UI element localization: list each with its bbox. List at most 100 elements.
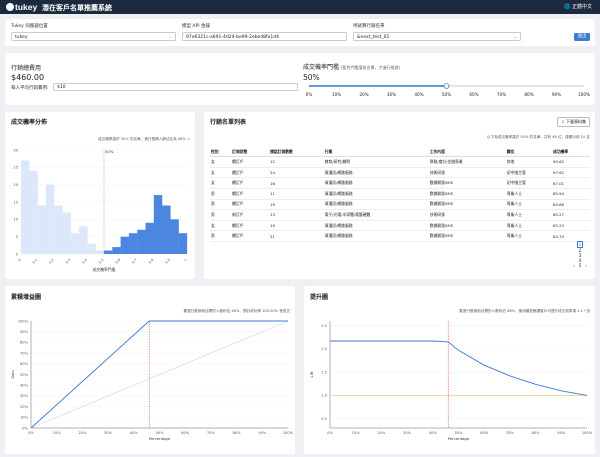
table-cell: 專業人士 [505, 199, 553, 211]
per-person-input[interactable]: $10 [53, 83, 298, 91]
dist-xtick: 1 [183, 258, 187, 262]
lift-card: 提升圖 要進行推銷前目標的人數約佔 46%，使用模型篩選客戶可提升成交效率達 2… [304, 286, 595, 454]
page-prev[interactable]: ‹ [573, 263, 575, 268]
page-next[interactable]: › [585, 263, 587, 268]
dist-bar [145, 222, 154, 254]
dist-bar [137, 229, 146, 254]
dist-bar [128, 233, 138, 254]
gain-xtick: 60% [181, 431, 190, 435]
column-header: 訂閱狀態 [231, 147, 270, 158]
lift-xtick: 40% [429, 431, 438, 435]
table-cell: 85.27 [552, 209, 590, 221]
lift-xlabel: Percentage [448, 436, 470, 441]
server-label: Tukey 伺服器位置 [11, 24, 48, 29]
table-row: 男續訂戶 21 資通訊/網路服務 數據開發/MIS 專業人士 84.74 [210, 230, 590, 242]
table-cell: 資通訊/網路服務 [323, 188, 429, 200]
api-key-input[interactable]: 97e6321c-a691-4d24-be99-2ebed8fa1d4 [182, 32, 347, 41]
lift-ylabel: Lift [309, 371, 314, 377]
dist-bar [178, 233, 188, 254]
table-cell: 數據開發/MIS [428, 188, 506, 200]
dist-ytick: 30 [13, 148, 18, 152]
table-cell: 數據開發/MIS [428, 230, 506, 242]
app-logo: tukey [6, 2, 37, 12]
slider-handle [443, 83, 450, 89]
table-row: 女續訂戶 16 資通訊/網路服務 數據開發/MIS 初中階主管 87.01 [210, 177, 590, 189]
page-number[interactable]: 2 [578, 248, 582, 253]
table-cell: 數據開發/MIS [428, 199, 506, 211]
lift-xtick: 100% [582, 431, 593, 435]
gain-ytick: 10% [20, 416, 29, 420]
list-note: 以下為成交機率高於 50% 的名單，共有 46 位，僅顯示前 10 名 [486, 135, 590, 139]
dist-ytick: 25 [13, 166, 18, 170]
lift-xtick: 50% [455, 431, 464, 435]
dist-xtick: 0.9 [164, 258, 171, 265]
gain-ytick: 50% [20, 373, 29, 377]
threshold-slider[interactable]: 0% 10% 20% 30% 40% 50% 60% 70% 80% 90% 100% [299, 83, 591, 101]
gain-ytick: 100% [18, 319, 29, 323]
column-header: 行業 [323, 147, 429, 158]
dist-bar [112, 247, 121, 254]
dist-ytick: 5 [16, 235, 18, 239]
gain-ytick: 90% [20, 330, 29, 334]
dist-bar [29, 170, 38, 254]
table-cell: 19 [269, 220, 324, 232]
distribution-note: 成交機率高於 50% 的名單，進行推銷人數佔比為 46% ↗ [98, 137, 190, 141]
dist-bar [95, 250, 105, 254]
page-number[interactable]: 5 [578, 263, 582, 268]
dist-bar [70, 233, 80, 254]
dist-bar [120, 236, 130, 254]
distribution-title: 成交機率分佈 [11, 119, 48, 126]
threshold-hint: (藍色門檻值前名單，才進行推銷) [340, 65, 401, 70]
lift-ytick: 1.5 [321, 370, 327, 374]
table-cell: 21 [269, 230, 324, 242]
controls-card: Tukey 伺服器位置 tukey ⌄ 模型 API 金鑰 97e6321c-a6… [5, 19, 595, 46]
dist-bar [170, 219, 179, 254]
table-cell: 財務/會計/金融專業 [428, 156, 506, 168]
lift-title: 提升圖 [310, 294, 329, 301]
list-select[interactable]: &next_test_01 ⌄ [353, 32, 521, 41]
lift-xtick: 80% [532, 431, 541, 435]
table-cell: 女 [210, 167, 232, 179]
page-number[interactable]: 1 [577, 241, 583, 248]
dist-xtick: 0.8 [148, 258, 155, 265]
page-number[interactable]: 4 [578, 258, 582, 263]
column-header: 播話訂閱數數 [269, 147, 324, 158]
download-button[interactable]: ⇩ 下載資料集 [557, 117, 590, 127]
table-cell: 23 [269, 209, 324, 221]
lift-xtick: 60% [480, 431, 489, 435]
dist-bar [54, 205, 63, 254]
table-cell: 男 [210, 188, 232, 200]
table-cell: 女 [210, 156, 232, 168]
table-cell: 專業人士 [505, 230, 553, 242]
gain-xtick: 10% [53, 431, 62, 435]
page-number[interactable]: 3 [578, 253, 582, 258]
submit-button[interactable]: 送出 [574, 33, 590, 41]
cost-total: $460.00 [11, 73, 45, 82]
table-cell: 85.94 [552, 188, 590, 200]
slider-tick: 70% [497, 92, 506, 97]
slider-tick: 20% [359, 92, 368, 97]
table-cell: 續訂戶 [231, 156, 270, 168]
table-cell: 90.62 [552, 156, 590, 168]
table-cell: 19 [269, 199, 324, 211]
gain-xtick: 100% [283, 431, 294, 435]
distribution-chart: 0 5 10 15 20 25 30 50% 0 0.1 0.2 0.3 0.4 0.5 0.6 0.7 0.8… [13, 148, 188, 272]
server-select[interactable]: tukey ⌄ [11, 32, 176, 41]
dist-xtick: 0.5 [98, 258, 105, 265]
lift-series-line [330, 340, 588, 396]
table-row: 女續訂戶 19 資通訊/網路服務 數據開發/MIS 專業人士 85.23 [210, 220, 590, 232]
column-header: 工作內容 [428, 147, 506, 158]
language-selector[interactable]: 🌐 正體中文 [564, 4, 592, 10]
per-person-label: 每人平均行銷費用: [11, 86, 49, 91]
column-header: 成功機率 [552, 147, 590, 158]
pagination[interactable]: ‹ 12345 › [571, 241, 589, 268]
table-cell: 數據開發/MIS [428, 177, 506, 189]
column-header: 職位 [505, 147, 553, 158]
slider-tick: 10% [332, 92, 341, 97]
gain-ytick: 20% [20, 405, 29, 409]
api-key-label: 模型 API 金鑰 [182, 24, 210, 29]
gain-xtick: 30% [104, 431, 113, 435]
table-cell: 技術研發 [428, 209, 506, 221]
column-header: 性別 [210, 147, 232, 158]
list-card: 行銷名單列表 ⇩ 下載資料集 以下為成交機率高於 50% 的名單，共有 46 位… [204, 112, 595, 279]
